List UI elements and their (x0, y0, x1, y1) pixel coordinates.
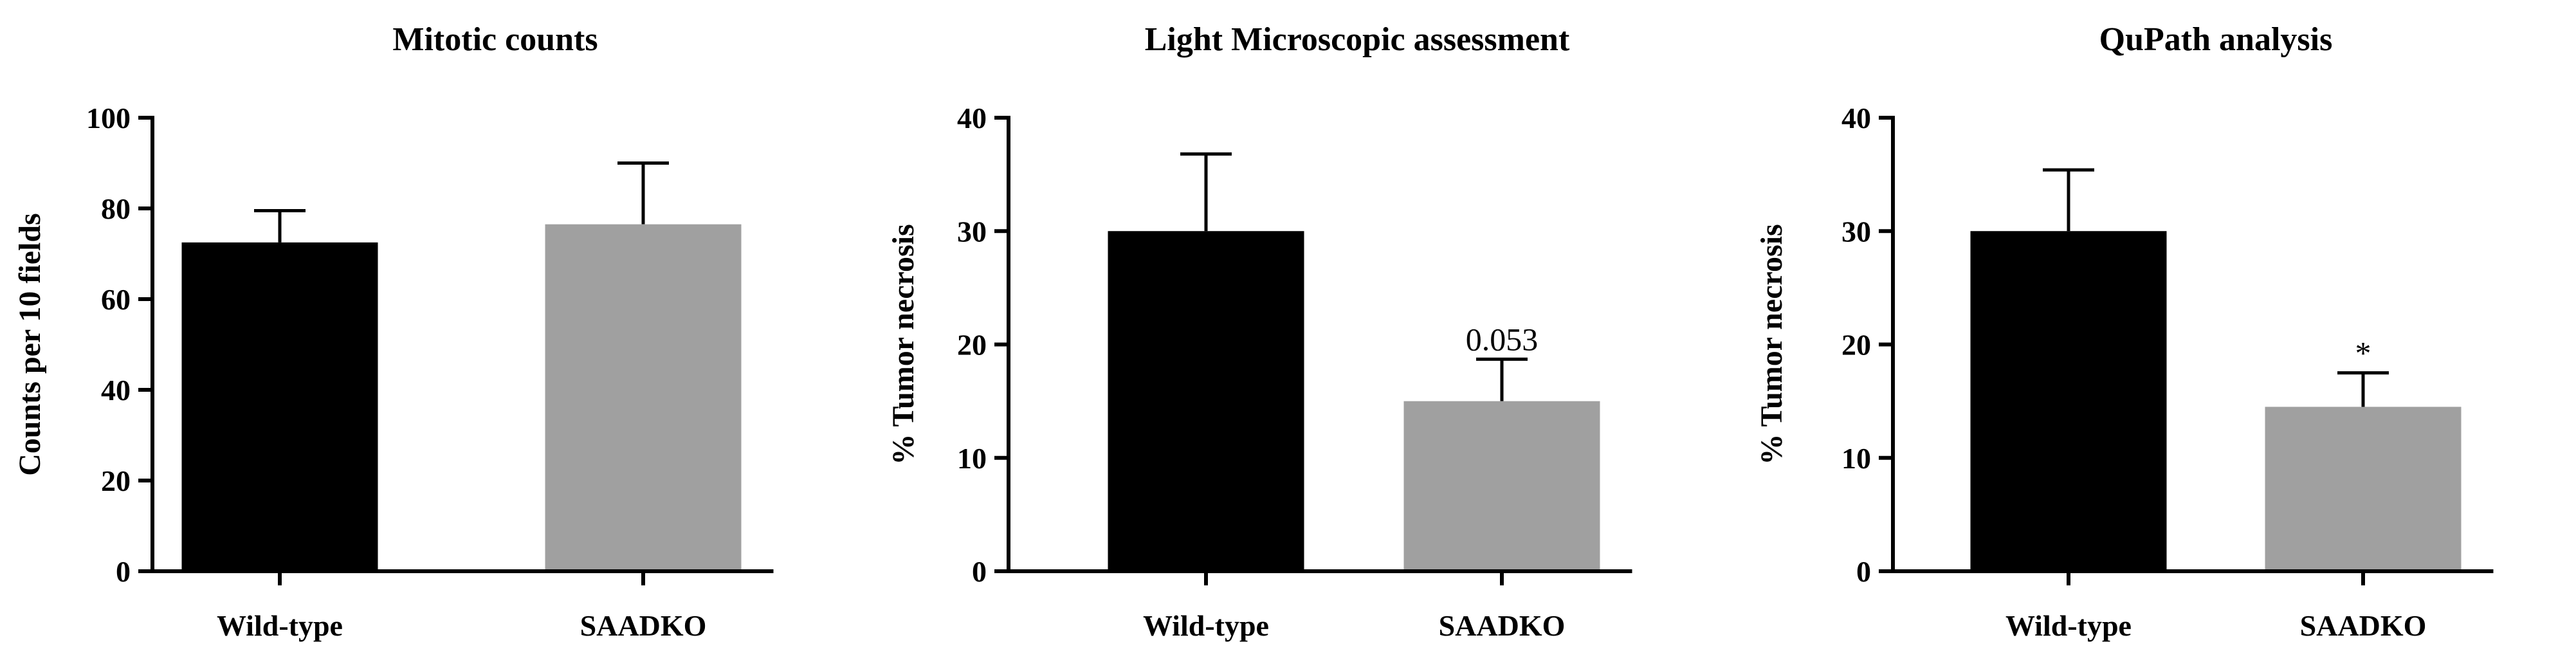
x-tick-label: Wild-type (217, 609, 343, 642)
y-tick-label: 20 (101, 464, 131, 497)
y-tick-label: 20 (957, 329, 987, 362)
y-tick-label: 0 (116, 555, 131, 588)
bar (1970, 231, 2167, 571)
chart-title: QuPath analysis (2099, 21, 2333, 58)
x-tick-label: Wild-type (2005, 609, 2132, 642)
y-axis-label: % Tumor necrosis (1755, 224, 1789, 464)
x-tick-label: SAADKO (2300, 609, 2427, 642)
chart-title: Mitotic counts (392, 21, 598, 58)
bar (545, 224, 742, 571)
y-tick-label: 80 (101, 192, 131, 225)
bar (1403, 401, 1600, 571)
y-tick-label: 40 (101, 374, 131, 407)
bar-annotation: 0.053 (1466, 321, 1539, 357)
y-tick-label: 30 (1841, 215, 1871, 248)
y-tick-label: 40 (957, 102, 987, 134)
y-tick-label: 10 (1841, 442, 1871, 475)
chart-title: Light Microscopic assessment (1145, 21, 1570, 58)
y-axis-label: % Tumor necrosis (886, 224, 920, 464)
bar (181, 242, 378, 571)
y-tick-label: 10 (957, 442, 987, 475)
chart-panel-1: Mitotic counts Counts per 10 fields Wild-t… (13, 21, 774, 642)
y-tick-label: 0 (1856, 555, 1871, 588)
y-tick-label: 100 (86, 102, 131, 134)
y-tick-label: 30 (957, 215, 987, 248)
x-tick-label: Wild-type (1143, 609, 1269, 642)
y-axis-label: Counts per 10 fields (13, 213, 47, 476)
bar (2265, 407, 2462, 571)
bar-annotation: * (2355, 335, 2371, 371)
y-tick-label: 60 (101, 283, 131, 316)
y-tick-label: 20 (1841, 329, 1871, 362)
chart-panel-3: QuPath analysis % Tumor necrosis Wild-type… (1755, 21, 2494, 642)
y-tick-label: 40 (1841, 102, 1871, 134)
bar (1108, 231, 1304, 571)
y-tick-label: 0 (972, 555, 987, 588)
x-tick-label: SAADKO (1439, 609, 1566, 642)
chart-panel-2: Light Microscopic assessment % Tumor necr… (886, 21, 1632, 642)
x-tick-label: SAADKO (580, 609, 707, 642)
